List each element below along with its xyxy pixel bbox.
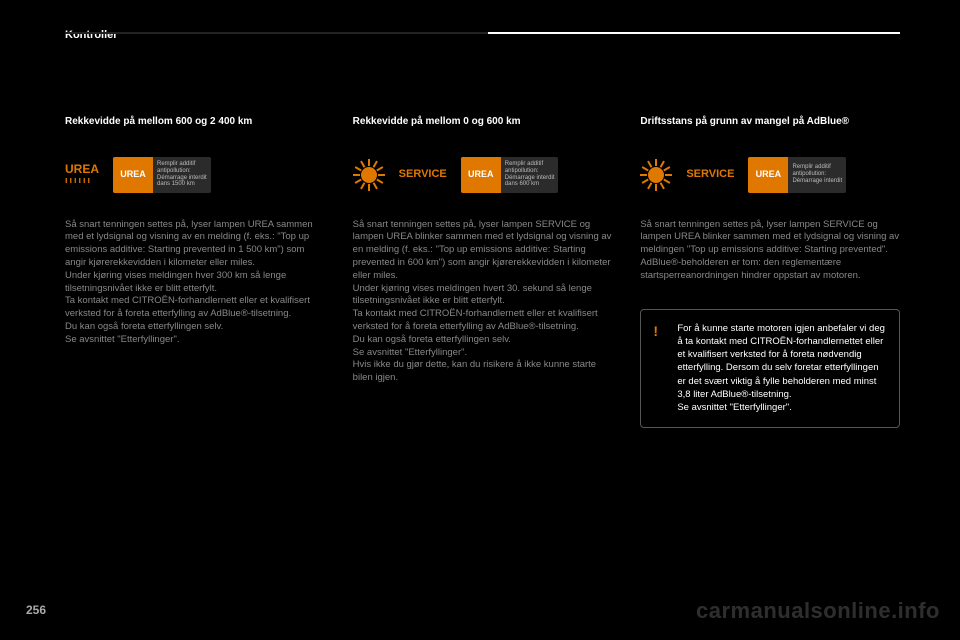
column-body: Så snart tenningen settes på, lyser lamp…: [640, 219, 900, 283]
dash-display-icon: UREA Remplir additif antipollution: Déma…: [748, 157, 846, 193]
display-right: Remplir additif antipollution: Démarrage…: [501, 157, 559, 193]
service-sun-icon: [640, 159, 672, 191]
indicator-row: SERVICE UREA Remplir additif antipolluti…: [640, 157, 900, 193]
display-line: Démarrage interdit: [505, 175, 555, 182]
display-line: dans 1500 km: [157, 181, 207, 188]
callout-text: For å kunne starte motoren igjen anbefal…: [677, 322, 887, 415]
column-range-600-2400: Rekkevidde på mellom 600 og 2 400 km URE…: [65, 115, 325, 428]
header-rule-light: [488, 32, 900, 34]
column-heading: Rekkevidde på mellom 0 og 600 km: [353, 115, 613, 129]
section-title: Kontroller: [65, 28, 118, 43]
column-heading: Driftsstans på grunn av mangel på AdBlue…: [640, 115, 900, 129]
dash-display-icon: UREA Remplir additif antipollution: Déma…: [461, 157, 559, 193]
display-line: antipollution:: [792, 171, 842, 178]
display-right: Remplir additif antipollution: Démarrage…: [153, 157, 211, 193]
display-line: Remplir additif: [792, 164, 842, 171]
source-watermark: carmanualsonline.info: [696, 596, 940, 626]
page-number: 256: [26, 602, 46, 618]
display-left: UREA: [461, 157, 501, 193]
column-heading: Rekkevidde på mellom 600 og 2 400 km: [65, 115, 325, 129]
important-callout: ! For å kunne starte motoren igjen anbef…: [640, 309, 900, 428]
display-left: UREA: [113, 157, 153, 193]
display-line: Remplir additif: [505, 161, 555, 168]
column-body: Så snart tenningen settes på, lyser lamp…: [65, 219, 325, 347]
display-right: Remplir additif antipollution: Démarrage…: [788, 157, 846, 193]
dash-display-icon: UREA Remplir additif antipollution: Déma…: [113, 157, 211, 193]
service-sun-icon: [353, 159, 385, 191]
service-label: SERVICE: [399, 167, 447, 182]
column-adblue-empty: Driftsstans på grunn av mangel på AdBlue…: [640, 115, 900, 428]
display-line: antipollution:: [157, 168, 207, 175]
indicator-row: SERVICE UREA Remplir additif antipolluti…: [353, 157, 613, 193]
display-line: dans 600 km: [505, 181, 555, 188]
column-body: Så snart tenningen settes på, lyser lamp…: [353, 219, 613, 386]
indicator-row: UREA ıııııı UREA Remplir additif antipol…: [65, 157, 325, 193]
exclamation-icon: !: [653, 322, 658, 342]
urea-lamp-icon: UREA ıııııı: [65, 163, 99, 185]
display-line: Remplir additif: [157, 161, 207, 168]
urea-sublabel: ıııııı: [65, 176, 99, 185]
display-left: UREA: [748, 157, 788, 193]
manual-page: Kontroller Rekkevidde på mellom 600 og 2…: [0, 0, 960, 640]
display-line: antipollution:: [505, 168, 555, 175]
header-rule-dark: [65, 32, 488, 34]
column-range-0-600: Rekkevidde på mellom 0 og 600 km: [353, 115, 613, 428]
content-columns: Rekkevidde på mellom 600 og 2 400 km URE…: [65, 115, 900, 428]
display-line: Démarrage interdit: [792, 178, 842, 185]
display-line: Démarrage interdit: [157, 175, 207, 182]
service-label: SERVICE: [686, 167, 734, 182]
